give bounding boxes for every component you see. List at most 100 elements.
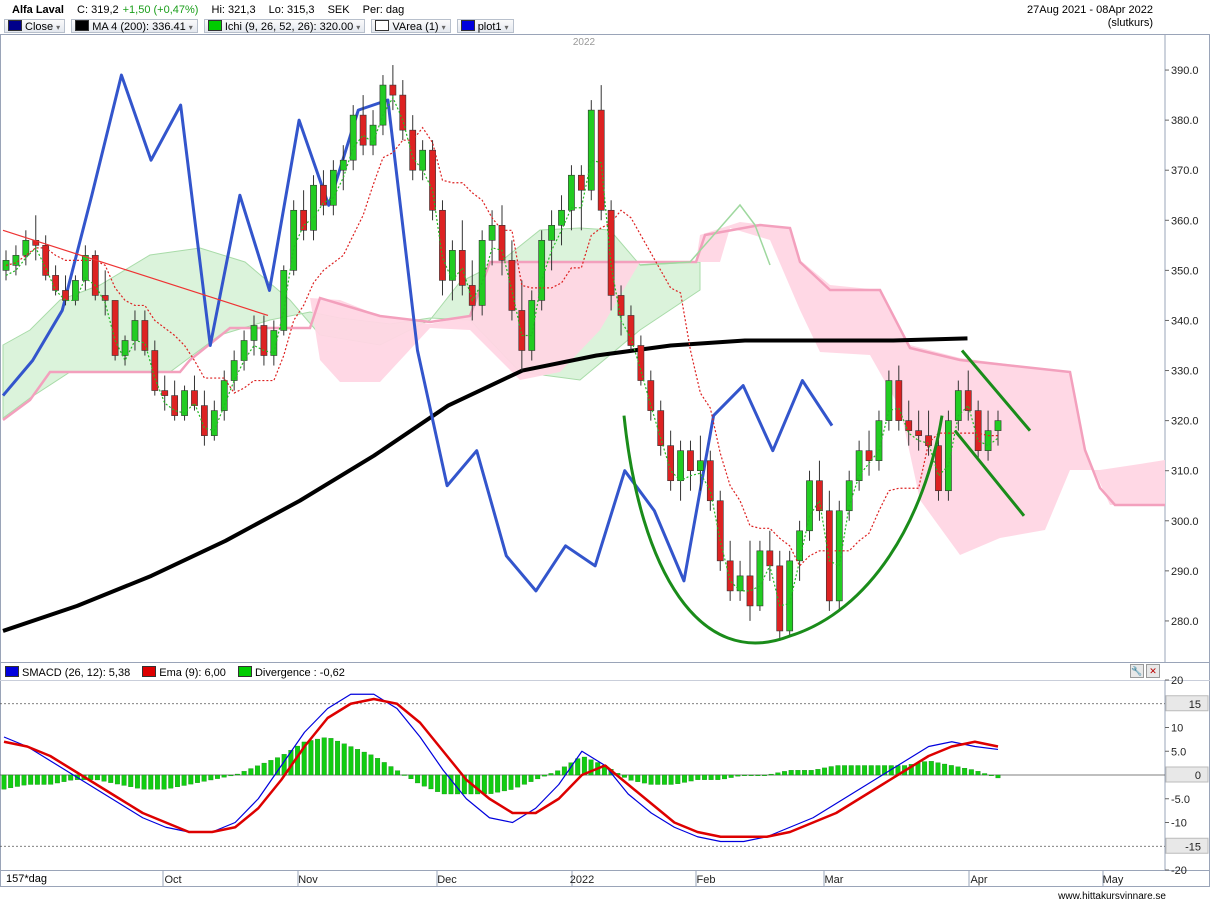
divergence-bar: [682, 774, 687, 783]
divergence-bar: [848, 765, 854, 776]
rounded-bottom-arc: [622, 415, 944, 645]
candle-down: [508, 260, 516, 311]
legend-close[interactable]: Close ▾: [4, 19, 66, 33]
candle-up: [786, 560, 794, 632]
divergence-bar: [181, 774, 187, 786]
candle-down: [429, 149, 436, 211]
candle-down: [458, 250, 466, 286]
candle-up: [121, 340, 129, 356]
divergence-bar: [875, 765, 881, 776]
divergence-bar: [868, 765, 874, 776]
divergence-bar: [341, 743, 347, 776]
divergence-bar: [655, 774, 661, 785]
candle-down: [964, 390, 972, 411]
indicator-tick-label: 15: [1189, 699, 1201, 711]
divergence-bar: [501, 774, 507, 792]
candle-up: [954, 390, 962, 421]
high-value: Hi: 321,3: [211, 4, 256, 16]
dropdown-arrow-icon[interactable]: ▾: [356, 23, 361, 32]
divergence-bar: [815, 769, 821, 776]
candle-up: [230, 360, 238, 381]
legend-varea[interactable]: VArea (1) ▾: [371, 19, 451, 33]
legend-swatch: [75, 20, 90, 31]
currency-label: SEK: [327, 4, 350, 16]
candle-up: [945, 420, 952, 492]
divergence-bar: [328, 738, 334, 776]
candle-down: [706, 460, 714, 502]
candle-down: [52, 275, 59, 291]
candle-down: [171, 395, 179, 416]
divergence-bar: [28, 774, 34, 785]
legend-label: Ichi (9, 26, 52, 26): 320.00: [224, 21, 354, 33]
divergence-bar: [381, 762, 387, 776]
divergence-bar: [775, 772, 781, 776]
divergence-bar: [922, 761, 928, 776]
candle-up: [885, 380, 893, 421]
candle-down: [300, 209, 307, 231]
legend-label: plot1: [477, 21, 502, 33]
indicator-tick-label: -20: [1171, 865, 1187, 877]
legend-plot1[interactable]: plot1 ▾: [456, 19, 514, 33]
candle-up: [984, 430, 992, 451]
time-tick-label: Feb: [697, 874, 716, 886]
divergence-bar: [568, 762, 574, 776]
divergence-bar: [735, 774, 741, 777]
legend-smacd[interactable]: SMACD (26, 12): 5,38: [5, 666, 136, 679]
divergence-bar: [955, 766, 961, 776]
divergence-bar: [802, 770, 807, 776]
wrench-icon[interactable]: 🔧: [1130, 664, 1144, 678]
candle-up: [369, 124, 377, 146]
dropdown-arrow-icon[interactable]: ▾: [56, 23, 61, 32]
candle-up: [488, 225, 496, 241]
legend-ema[interactable]: Ema (9): 6,00: [142, 666, 232, 679]
candle-up: [379, 84, 387, 126]
divergence-bar: [548, 773, 554, 776]
candle-down: [726, 560, 734, 592]
dropdown-arrow-icon[interactable]: ▾: [441, 23, 446, 32]
divergence-bar: [528, 774, 534, 782]
divergence-bar: [648, 774, 654, 785]
candle-down: [687, 450, 694, 471]
legend-divergence[interactable]: Divergence : -0,62: [237, 666, 351, 679]
legend-ichimoku[interactable]: Ichi (9, 26, 52, 26): 320.00 ▾: [203, 19, 366, 33]
divergence-bar: [8, 774, 14, 789]
candle-down: [518, 310, 526, 351]
chart-header: Alfa Laval C: 319,2 +1,50 (+0,47%) Hi: 32…: [0, 0, 1210, 35]
close-icon[interactable]: ✕: [1146, 664, 1160, 678]
divergence-bar: [942, 763, 948, 776]
legend-ma[interactable]: MA 4 (200): 336.41 ▾: [71, 19, 198, 33]
divergence-bar: [1, 774, 7, 790]
divergence-bar: [641, 774, 647, 784]
candle-down: [439, 209, 446, 281]
divergence-bar: [395, 770, 401, 776]
candle-up: [310, 184, 317, 231]
divergence-bar: [248, 768, 254, 776]
divergence-bar: [128, 774, 134, 787]
candle-down: [647, 380, 655, 411]
divergence-bar: [255, 765, 260, 776]
divergence-bar: [748, 774, 754, 776]
divergence-bar: [335, 740, 341, 776]
change-value: +1,50 (+0,47%): [122, 4, 199, 16]
candle-down: [409, 129, 417, 171]
close-value: C: 319,2: [77, 4, 119, 16]
divergence-bar: [188, 774, 194, 785]
candle-down: [201, 405, 208, 436]
candle-up: [81, 255, 89, 281]
divergence-bar: [141, 774, 147, 790]
candle-up: [349, 114, 357, 161]
divergence-bar: [448, 774, 454, 795]
candle-up: [845, 480, 853, 512]
candle-down: [468, 285, 476, 306]
candle-down: [597, 109, 605, 211]
candle-down: [359, 114, 367, 146]
candle-down: [320, 184, 327, 206]
divergence-bar: [908, 764, 914, 776]
candle-down: [776, 565, 784, 632]
divergence-bar: [408, 774, 414, 780]
dropdown-arrow-icon[interactable]: ▾: [188, 23, 193, 32]
candle-down: [62, 290, 69, 301]
dropdown-arrow-icon[interactable]: ▾: [504, 23, 509, 32]
candle-up: [131, 320, 139, 341]
